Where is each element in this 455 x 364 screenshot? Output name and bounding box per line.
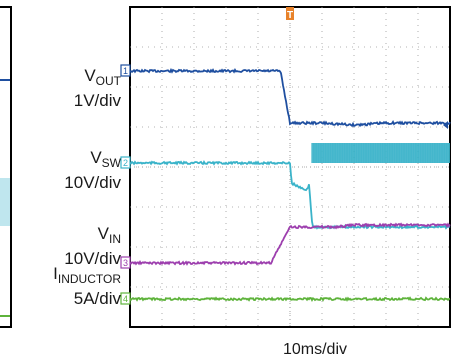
vin-scale: 10V/div [64, 249, 121, 268]
iinductor-label: IINDUCTOR 5A/div [53, 264, 121, 308]
channel-marker-1 [120, 64, 131, 77]
iinductor-scale: 5A/div [73, 289, 121, 308]
channel-marker-4 [120, 292, 131, 305]
trace-iinductor [129, 296, 451, 303]
trace-vsw [129, 159, 451, 230]
trace-vin [129, 222, 451, 266]
channel-marker-label: 4 [123, 294, 128, 304]
channel-marker-label: 2 [123, 158, 128, 168]
trace-vout [129, 67, 451, 128]
vsw-switching-band [312, 143, 450, 163]
trigger-marker-label: T [287, 10, 293, 21]
channel-marker-label: 1 [123, 66, 128, 76]
vout-scale: 1V/div [73, 91, 121, 110]
vout-label: VOUT 1V/div [73, 66, 121, 110]
channel-marker-3 [120, 256, 131, 269]
vsw-label: VSW 10V/div [64, 148, 121, 192]
vsw-scale: 10V/div [64, 173, 121, 192]
trigger-marker-icon [286, 7, 294, 20]
channel-marker-2 [120, 156, 131, 169]
vout-level-arrow-icon [443, 121, 448, 129]
channel-marker-label: 3 [123, 258, 128, 268]
vin-label: VIN 10V/div [64, 224, 121, 268]
timebase-label: 10ms/div [282, 341, 348, 358]
left-panel-trace [0, 178, 10, 226]
left-panel-edge [0, 6, 12, 328]
